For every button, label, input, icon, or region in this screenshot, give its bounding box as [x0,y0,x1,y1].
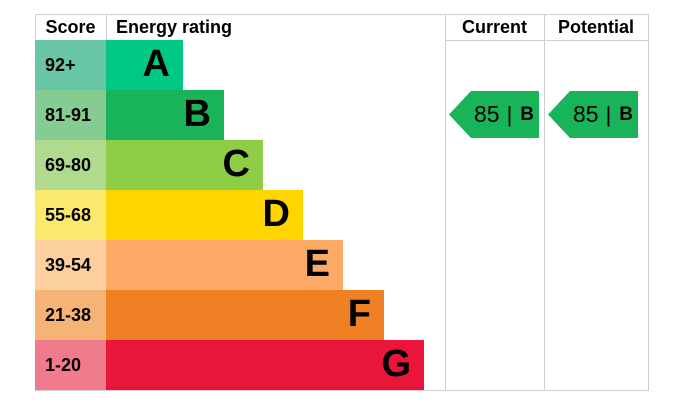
band-letter: E [304,243,330,285]
band-bar-f: F [106,290,384,340]
potential-score-value: 85 [572,101,599,127]
current-grade-letter: B [520,103,535,125]
score-range-label: 92+ [35,40,106,90]
current-rating-arrow: 85 | B [449,91,539,138]
band-letter: G [381,343,411,385]
potential-grade-letter: B [619,103,634,125]
grid-line [35,14,649,15]
band-letter: D [262,193,290,235]
band-bar-b: B [106,90,224,140]
score-range-label: 1-20 [35,340,106,390]
score-range-label: 81-91 [35,90,106,140]
grid-line [35,390,649,391]
header-current: Current [461,17,527,37]
score-range-label: 69-80 [35,140,106,190]
band-bar-c: C [106,140,263,190]
header-energy-rating: Energy rating [116,17,233,37]
grid-line [648,14,649,391]
grid-line [445,40,649,41]
band-bar-g: G [106,340,424,390]
band-letter: C [222,143,250,185]
arrow-separator: | [605,101,612,127]
header-potential: Potential [557,17,634,37]
band-bar-a: A [106,40,183,90]
score-range-label: 21-38 [35,290,106,340]
band-letter: A [142,43,170,85]
header-score: Score [45,17,96,37]
grid-line [544,14,545,391]
band-letter: F [347,293,371,335]
score-range-label: 55-68 [35,190,106,240]
arrow-separator: | [506,101,513,127]
grid-line [106,14,107,40]
potential-rating-arrow: 85 | B [548,91,638,138]
band-bar-d: D [106,190,303,240]
band-letter: B [183,93,211,135]
grid-line [445,14,446,391]
grid-line [35,14,36,40]
current-score-value: 85 [473,101,500,127]
score-range-label: 39-54 [35,240,106,290]
band-bar-e: E [106,240,343,290]
